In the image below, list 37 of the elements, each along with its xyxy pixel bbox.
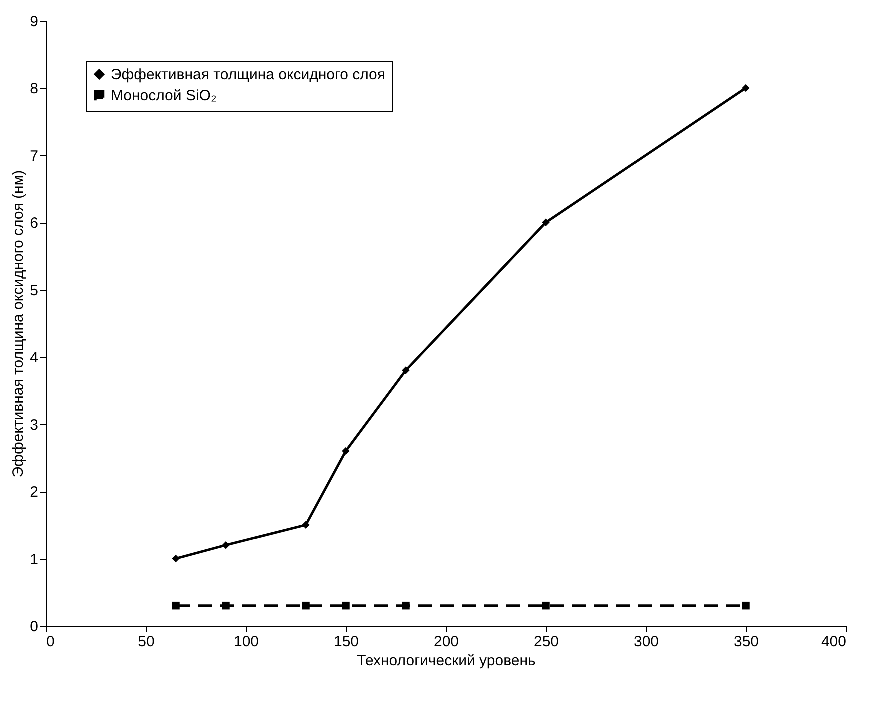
- x-tick-label: 0: [46, 634, 55, 650]
- point: [342, 602, 350, 610]
- point: [342, 447, 350, 456]
- x-tick-label: 350: [734, 634, 760, 650]
- x-tick-label: 50: [138, 634, 155, 650]
- y-tick-label: 3: [30, 416, 38, 434]
- point: [302, 521, 310, 530]
- y-tick-label: 8: [30, 80, 38, 98]
- y-tick-label: 7: [30, 148, 38, 165]
- legend-label: Эффективная толщина оксидного слоя: [111, 66, 386, 84]
- point: [542, 602, 550, 610]
- point: [742, 602, 750, 610]
- legend-label: Монослой SiO₂: [111, 88, 217, 104]
- point: [222, 602, 230, 610]
- y-tick-label: 1: [30, 551, 38, 568]
- point: [402, 366, 410, 374]
- point: [302, 602, 310, 610]
- x-tick-label: 200: [434, 634, 460, 650]
- y-tick-label: 4: [30, 350, 38, 367]
- y-tick-label: 5: [30, 282, 38, 300]
- x-axis-title: Технологический уровень: [357, 652, 536, 670]
- point: [172, 554, 180, 563]
- y-tick-label: 6: [30, 215, 38, 232]
- x-tick-label: 100: [234, 634, 260, 650]
- x-tick-label: 300: [634, 634, 660, 650]
- x-tick-label: 400: [821, 634, 846, 650]
- y-tick-label: 2: [30, 484, 38, 502]
- point: [742, 84, 750, 92]
- x-tick-label: 150: [334, 634, 360, 650]
- y-tick-label: 9: [30, 14, 38, 30]
- point: [222, 541, 230, 550]
- point: [172, 602, 180, 610]
- y-tick-label: 0: [30, 618, 38, 636]
- point: [542, 218, 550, 227]
- point: [402, 602, 410, 610]
- y-axis-title: Эффективная толщина оксидного слоя (нм): [10, 170, 28, 478]
- x-tick-label: 250: [534, 634, 560, 650]
